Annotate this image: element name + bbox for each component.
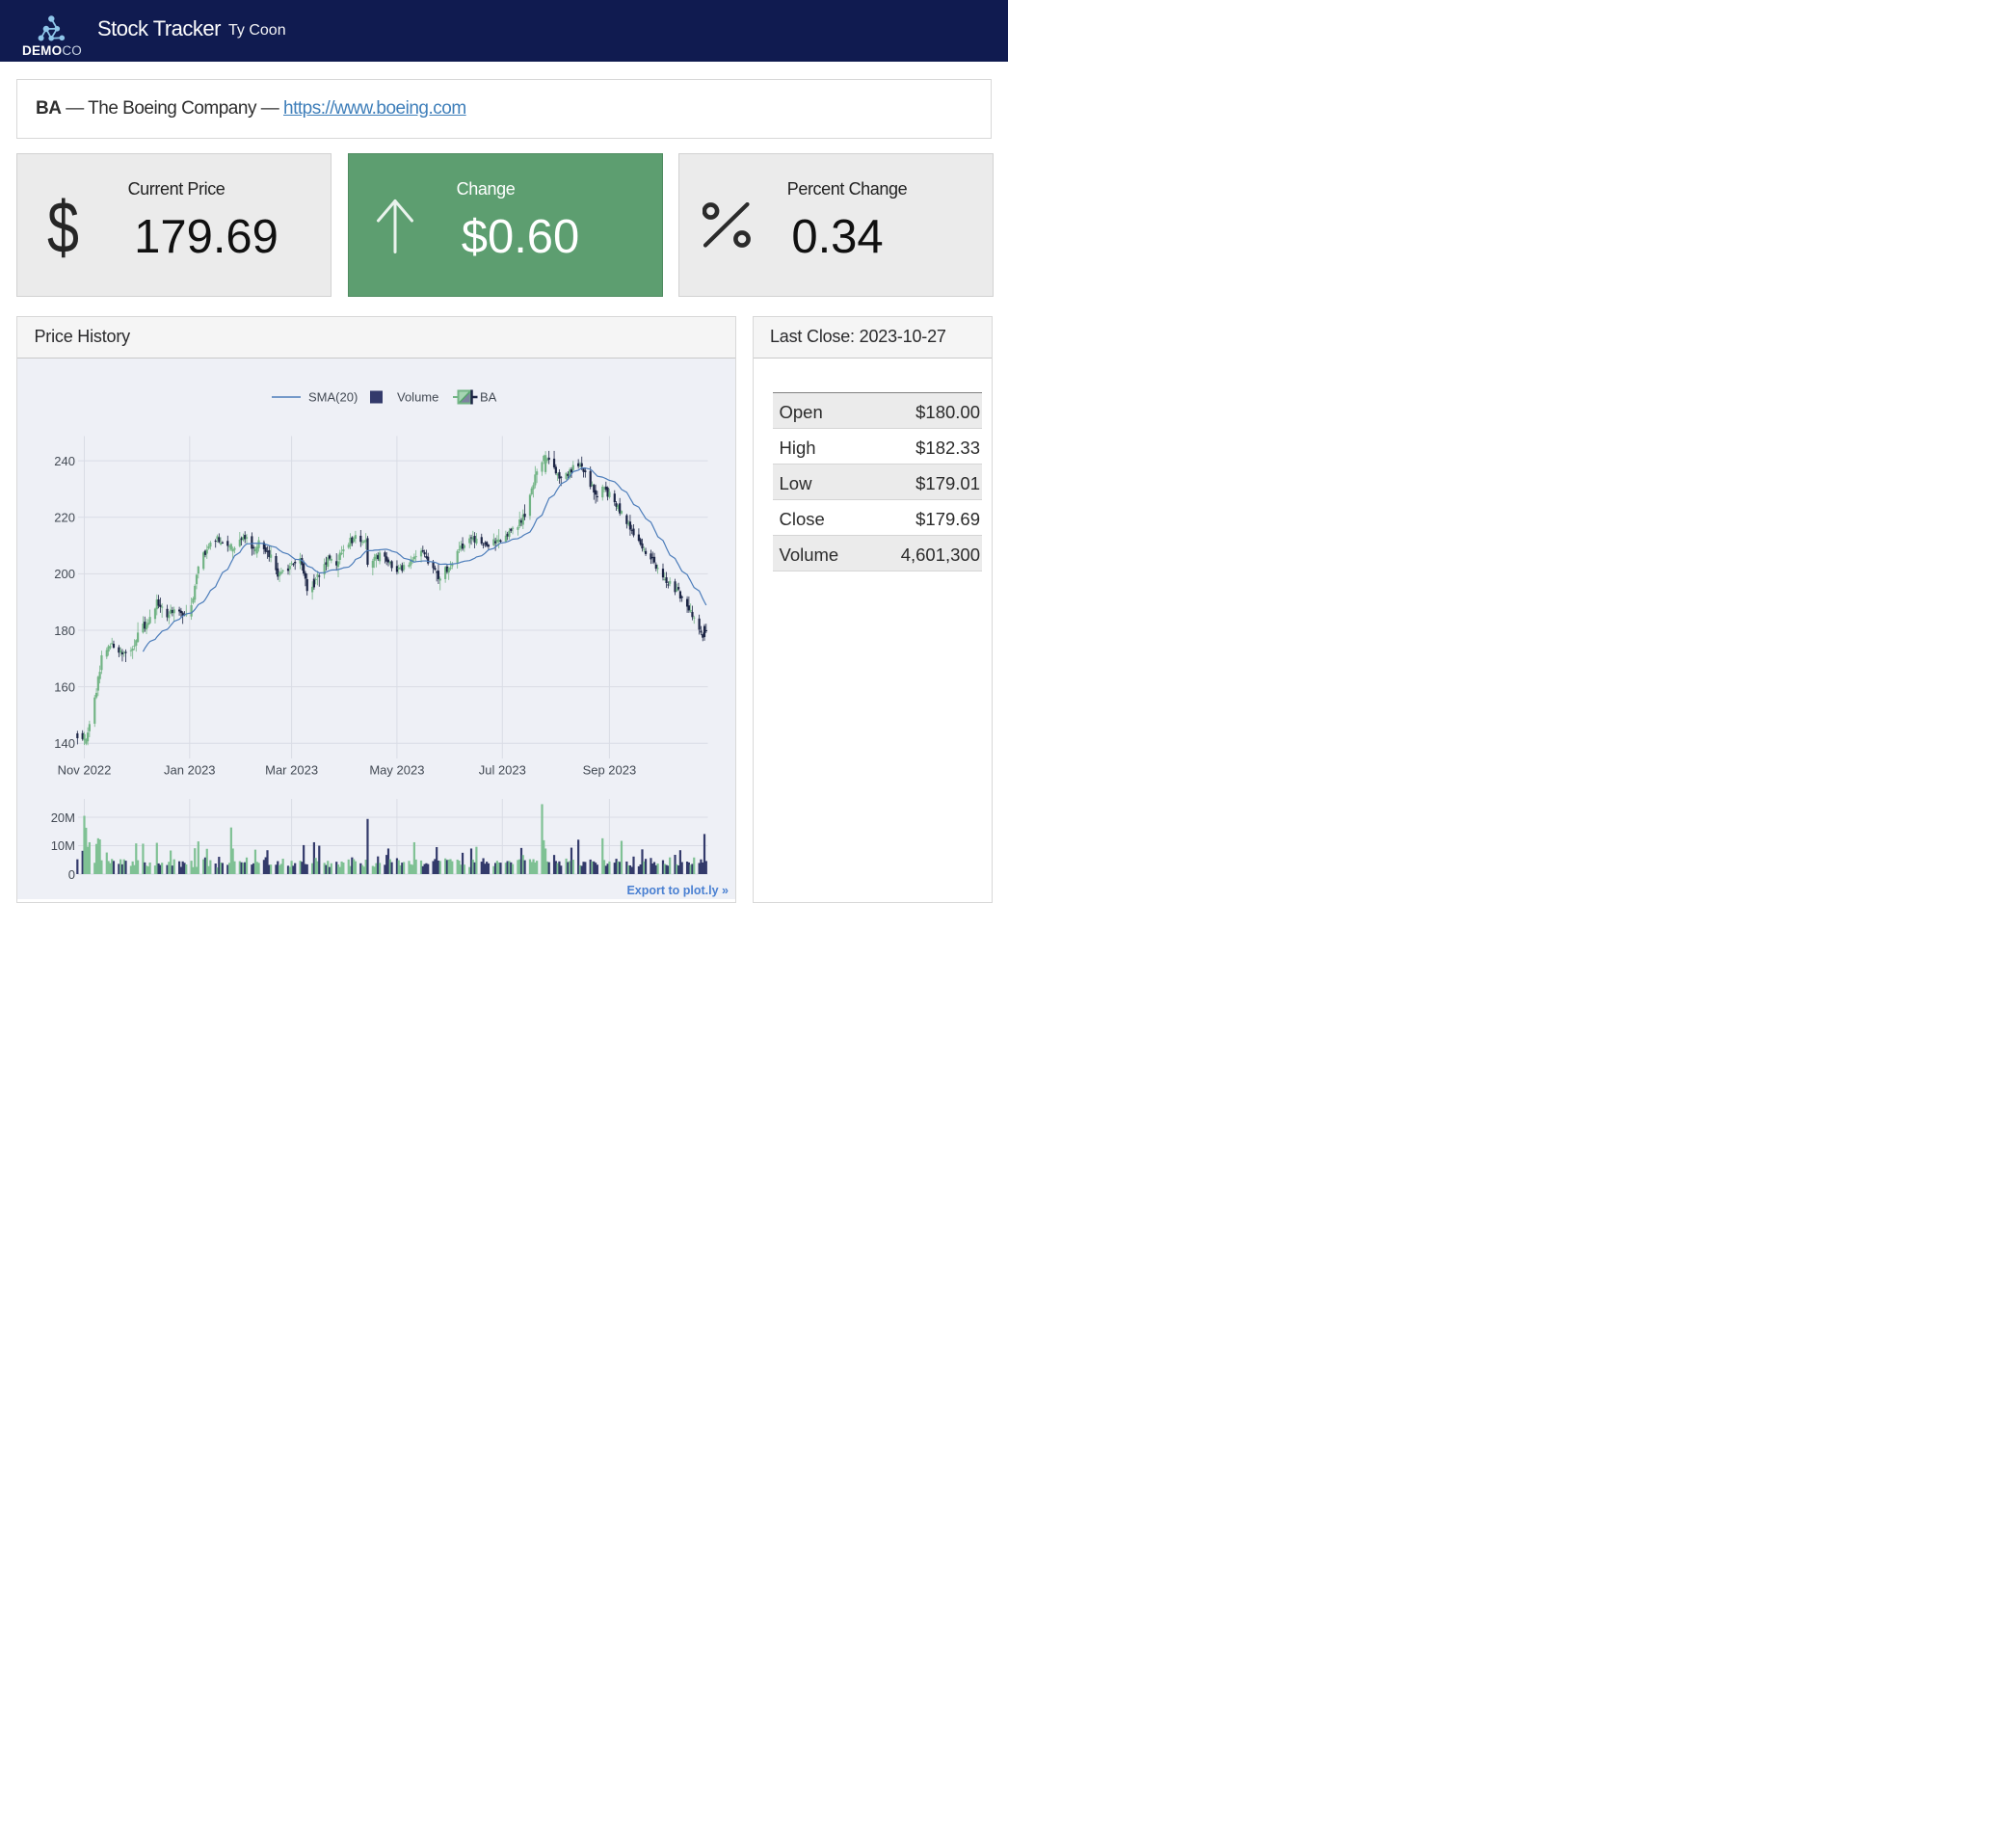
svg-text:20M: 20M xyxy=(51,810,75,824)
svg-text:SMA(20): SMA(20) xyxy=(308,389,358,404)
svg-text:Jan 2023: Jan 2023 xyxy=(164,762,216,777)
svg-text:180: 180 xyxy=(54,623,75,637)
svg-text:Nov 2022: Nov 2022 xyxy=(58,762,112,777)
svg-text:0: 0 xyxy=(68,866,75,881)
svg-text:240: 240 xyxy=(54,453,75,467)
svg-text:Mar 2023: Mar 2023 xyxy=(265,762,318,777)
svg-text:May 2023: May 2023 xyxy=(369,762,424,777)
svg-text:200: 200 xyxy=(54,567,75,581)
svg-text:160: 160 xyxy=(54,679,75,694)
svg-text:Jul 2023: Jul 2023 xyxy=(479,762,526,777)
svg-text:Sep 2023: Sep 2023 xyxy=(583,762,637,777)
svg-text:140: 140 xyxy=(54,736,75,751)
svg-text:10M: 10M xyxy=(51,838,75,853)
svg-text:BA: BA xyxy=(480,389,497,404)
svg-text:220: 220 xyxy=(54,510,75,524)
svg-text:Volume: Volume xyxy=(397,389,438,404)
